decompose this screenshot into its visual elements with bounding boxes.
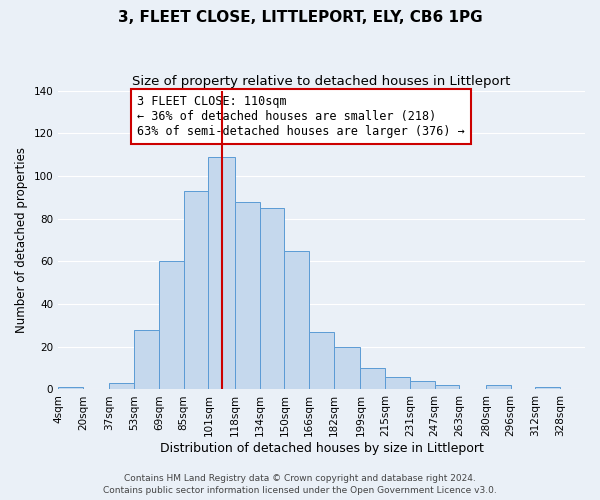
Text: Contains HM Land Registry data © Crown copyright and database right 2024.
Contai: Contains HM Land Registry data © Crown c… <box>103 474 497 495</box>
Bar <box>58 388 83 390</box>
Text: 3 FLEET CLOSE: 110sqm
← 36% of detached houses are smaller (218)
63% of semi-det: 3 FLEET CLOSE: 110sqm ← 36% of detached … <box>137 95 465 138</box>
Bar <box>184 191 208 390</box>
Bar <box>235 202 260 390</box>
Bar <box>284 250 309 390</box>
X-axis label: Distribution of detached houses by size in Littleport: Distribution of detached houses by size … <box>160 442 484 455</box>
Text: 3, FLEET CLOSE, LITTLEPORT, ELY, CB6 1PG: 3, FLEET CLOSE, LITTLEPORT, ELY, CB6 1PG <box>118 10 482 25</box>
Bar <box>159 262 184 390</box>
Y-axis label: Number of detached properties: Number of detached properties <box>15 147 28 333</box>
Bar <box>309 332 334 390</box>
Bar <box>535 388 560 390</box>
Bar <box>134 330 159 390</box>
Bar <box>486 385 511 390</box>
Bar <box>361 368 385 390</box>
Title: Size of property relative to detached houses in Littleport: Size of property relative to detached ho… <box>133 75 511 88</box>
Bar <box>260 208 284 390</box>
Bar <box>410 381 434 390</box>
Bar <box>208 156 235 390</box>
Bar <box>385 376 410 390</box>
Bar <box>434 385 460 390</box>
Bar <box>109 383 134 390</box>
Bar <box>334 347 361 390</box>
